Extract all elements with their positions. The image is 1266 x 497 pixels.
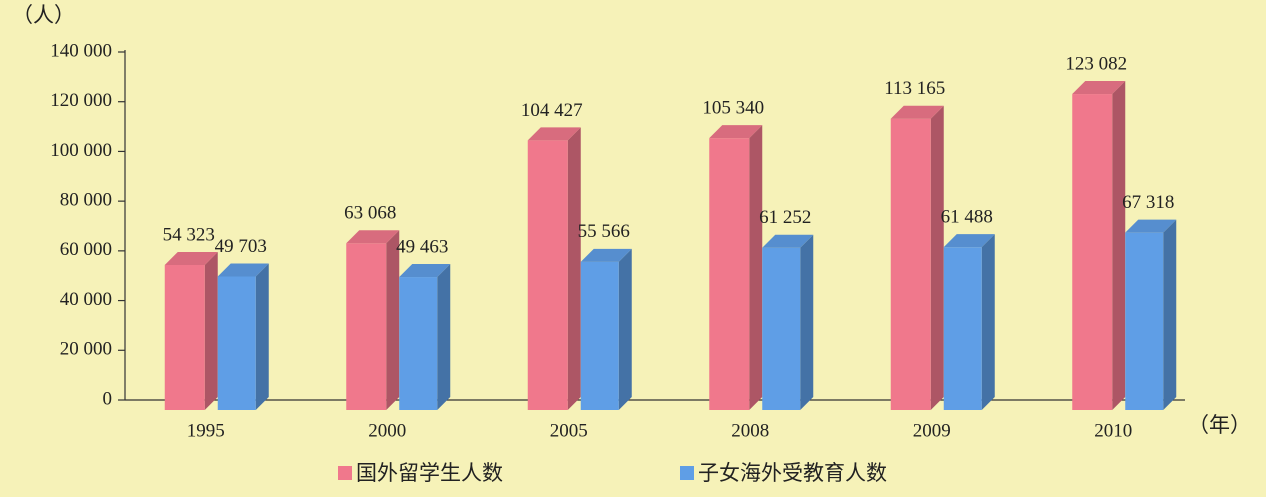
x-tick-label: 2005 (550, 420, 588, 441)
x-tick-label: 1995 (187, 420, 225, 441)
bar-side (437, 264, 451, 410)
bar-side (204, 251, 218, 410)
y-tick-label: 100 000 (50, 140, 112, 161)
bar-side (800, 234, 814, 410)
bar (580, 261, 619, 410)
y-tick-label: 0 (103, 388, 113, 409)
value-label: 49 463 (396, 236, 448, 257)
bar-top (943, 234, 995, 248)
bar (709, 138, 750, 411)
bar (527, 140, 568, 410)
bar-side (386, 230, 400, 410)
bar-side (981, 234, 995, 410)
value-label: 55 566 (578, 221, 630, 242)
bar (943, 247, 982, 410)
bar-top (399, 264, 451, 278)
y-unit: （人） (12, 3, 75, 27)
bar (346, 243, 387, 410)
legend-label: 子女海外受教育人数 (698, 461, 887, 485)
x-tick-label: 2009 (913, 420, 951, 441)
bar-top (1125, 219, 1177, 233)
value-label: 105 340 (702, 98, 764, 119)
bar-side (618, 248, 632, 410)
bar-side (255, 263, 269, 410)
x-tick-label: 2000 (368, 420, 406, 441)
bar-side (749, 125, 763, 411)
bar-side (1112, 81, 1126, 410)
bar (762, 247, 801, 410)
bar-top (762, 234, 814, 248)
bar-top (580, 248, 632, 262)
bar-side (567, 127, 581, 410)
bar-top (217, 263, 269, 277)
bar-top (890, 105, 944, 119)
value-label: 104 427 (521, 100, 583, 121)
bar-side (1163, 219, 1177, 410)
bar-top (1072, 81, 1126, 95)
x-unit: （年） (1188, 413, 1251, 437)
legend-label: 国外留学生人数 (356, 461, 503, 485)
value-label: 61 488 (941, 207, 993, 228)
bar-top (164, 251, 218, 265)
value-label: 67 318 (1122, 192, 1174, 213)
value-label: 123 082 (1065, 53, 1127, 74)
value-label: 113 165 (884, 78, 945, 99)
y-tick-label: 140 000 (50, 40, 112, 61)
y-tick-label: 80 000 (60, 190, 112, 211)
bar (1072, 94, 1113, 410)
y-tick-label: 20 000 (60, 339, 112, 360)
legend-swatch (338, 466, 352, 480)
bar (164, 264, 205, 410)
y-tick-label: 40 000 (60, 289, 112, 310)
x-tick-label: 2010 (1094, 420, 1132, 441)
value-label: 63 068 (344, 203, 396, 224)
bar (1125, 232, 1164, 410)
value-label: 54 323 (163, 224, 215, 245)
legend-swatch (680, 466, 694, 480)
bar (217, 276, 256, 410)
bar (399, 277, 438, 410)
bar-top (346, 230, 400, 244)
value-label: 61 252 (759, 207, 811, 228)
y-tick-label: 120 000 (50, 90, 112, 111)
x-tick-label: 2008 (731, 420, 769, 441)
bar-top (709, 125, 763, 139)
bar-side (930, 105, 944, 411)
value-label: 49 703 (215, 236, 267, 257)
bar (890, 118, 931, 411)
y-tick-label: 60 000 (60, 239, 112, 260)
bar-top (527, 127, 581, 141)
